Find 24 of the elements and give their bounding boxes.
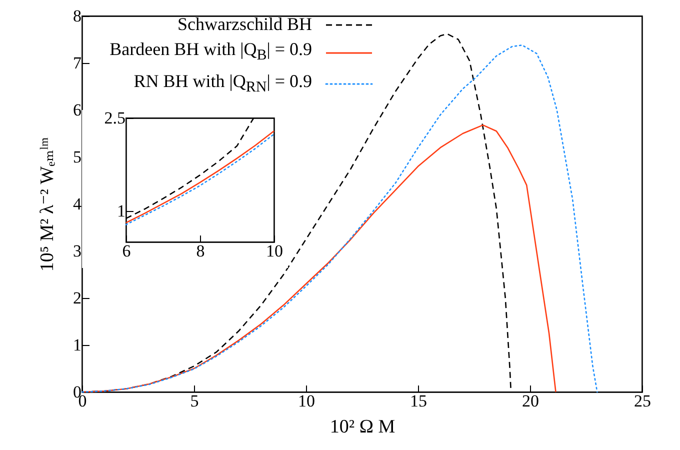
y-tick-label: 2.5	[104, 108, 126, 128]
legend-label: Bardeen BH with |Q$_{B}$| = 0.9	[110, 38, 312, 66]
x-tick-label: 8	[196, 242, 205, 260]
legend-label: RN BH with |Q$_{RN}$| = 0.9	[134, 70, 312, 98]
y-tick-label: 3	[73, 242, 82, 260]
y-tick-label: 1	[117, 202, 126, 220]
y-tick-label: 8	[73, 6, 82, 26]
y-tick-label: 5	[73, 148, 82, 166]
x-tick-label: 15	[410, 392, 427, 410]
y-tick-label: 6	[73, 100, 82, 120]
x-tick-label: 10	[298, 392, 315, 410]
y-tick-label: 7	[73, 54, 82, 72]
x-axis-title: 10² Ω M	[330, 416, 396, 438]
x-tick-label: 5	[190, 392, 199, 410]
x-tick-label: 10	[266, 242, 283, 260]
legend-label: Schwarzschild BH	[178, 13, 312, 36]
line-series	[81, 124, 556, 393]
y-tick-label: 2	[73, 288, 82, 308]
y-axis-title: 10⁵ M² λ⁻² Wₑₘˡᵐ	[37, 137, 58, 272]
y-tick-label: 1	[73, 336, 82, 354]
line-series	[81, 44, 598, 393]
y-tick-label: 4	[73, 194, 82, 214]
x-tick-label: 20	[522, 392, 539, 410]
x-tick-label: 25	[634, 392, 651, 410]
